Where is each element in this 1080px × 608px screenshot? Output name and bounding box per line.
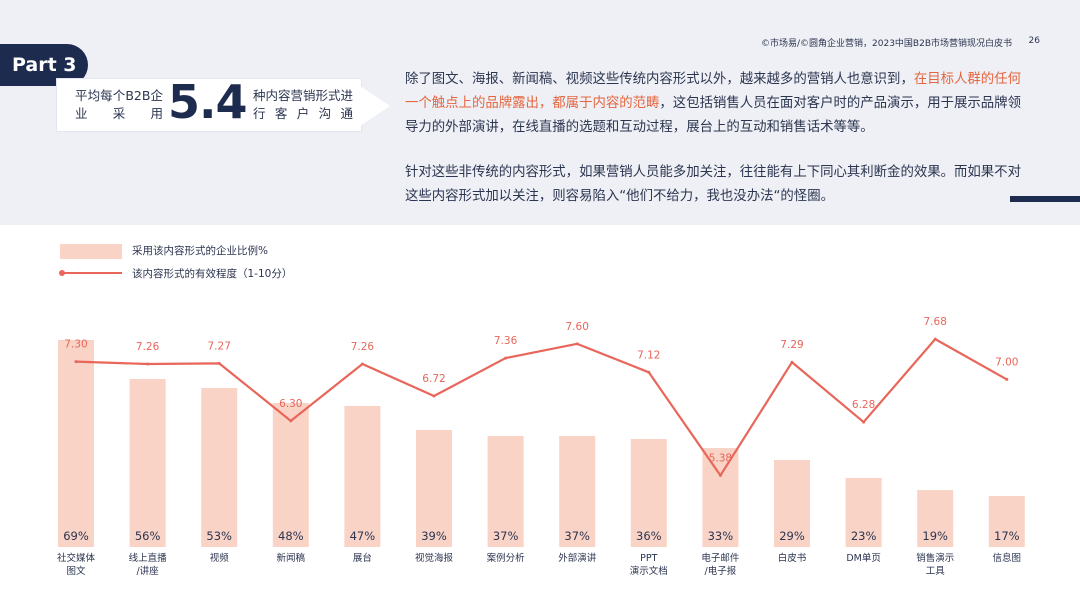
- line-value-label: 7.00: [995, 356, 1018, 368]
- bar-value-label: 37%: [564, 529, 590, 543]
- bar: [272, 403, 309, 547]
- bar-value-label: 36%: [636, 529, 662, 543]
- category-label: 电子邮件: [701, 552, 740, 564]
- bar: [559, 436, 596, 547]
- category-label: 演示文档: [630, 565, 668, 577]
- line-value-label: 5.38: [709, 452, 732, 464]
- category-label: 视觉海报: [415, 552, 454, 564]
- bar: [201, 388, 238, 547]
- bar: [774, 460, 810, 547]
- page-number: 26: [1028, 36, 1040, 46]
- bar-value-label: 19%: [922, 529, 948, 543]
- line-value-label: 6.72: [422, 373, 445, 385]
- line-point: [1005, 377, 1009, 381]
- bar-value-label: 56%: [135, 529, 161, 543]
- line-point: [432, 394, 436, 398]
- legend-line-swatch: [60, 272, 122, 274]
- line-point: [74, 360, 78, 364]
- category-label: 展台: [353, 552, 372, 564]
- category-label: 社交媒体: [57, 552, 96, 564]
- line-point: [647, 370, 651, 374]
- line-value-label: 7.26: [136, 341, 160, 353]
- stat-callout-pointer: [360, 86, 390, 126]
- bar-value-label: 37%: [493, 529, 519, 543]
- bar-value-label: 23%: [851, 529, 877, 543]
- bar-value-label: 17%: [994, 529, 1020, 543]
- category-label: 图文: [66, 565, 86, 577]
- legend-bar-swatch: [60, 244, 122, 259]
- bar: [129, 379, 166, 547]
- intro-highlight: 在目标人群的任何一个触点上的品牌露出，都属于内容的范畴: [405, 72, 1021, 111]
- bar: [988, 496, 1025, 547]
- intro-line: 除了图文、海报、新闻稿、视频这些传统内容形式以外，越来越多的营销人也意识到，: [405, 72, 914, 87]
- category-label: 工具: [926, 566, 946, 577]
- bar: [702, 448, 739, 547]
- part-label: Part 3: [12, 54, 77, 76]
- bar: [416, 430, 452, 547]
- line-point: [360, 362, 364, 366]
- line-point: [862, 420, 866, 424]
- line-value-label: 7.68: [924, 316, 947, 328]
- line-point: [718, 473, 722, 477]
- category-label: /讲座: [136, 565, 159, 577]
- line-value-label: 6.28: [852, 399, 875, 411]
- stat-number: 5.4: [168, 75, 247, 129]
- category-label: 新闻稿: [277, 552, 306, 564]
- bar-value-label: 47%: [350, 529, 376, 543]
- bar: [487, 436, 524, 547]
- bar-value-label: 48%: [278, 529, 304, 543]
- line-point: [933, 337, 937, 341]
- bar: [630, 439, 667, 547]
- bar-value-label: 53%: [206, 529, 232, 543]
- bar: [845, 478, 882, 547]
- legend-line-label: 该内容形式的有效程度（1-10分）: [132, 268, 293, 280]
- second-paragraph: 针对这些非传统的内容形式，如果营销人员能多加关注，往往能有上下同心其利断金的效果…: [405, 165, 1021, 204]
- line-value-label: 7.26: [351, 341, 375, 353]
- line-value-label: 7.12: [637, 349, 660, 361]
- line-point: [504, 356, 508, 360]
- intro-paragraph: 除了图文、海报、新闻稿、视频这些传统内容形式以外，越来越多的营销人也意识到，在目…: [405, 68, 1030, 140]
- category-label: 线上直播: [129, 552, 168, 564]
- line-value-label: 6.30: [279, 398, 302, 410]
- category-label: DM单页: [846, 552, 881, 564]
- category-label: /电子报: [705, 565, 737, 577]
- line-point: [289, 419, 293, 423]
- accent-rule: [1010, 196, 1080, 202]
- bar: [58, 340, 94, 547]
- category-label: 销售演示: [916, 552, 954, 564]
- bar-value-label: 33%: [708, 529, 734, 543]
- category-label: 外部演讲: [558, 552, 597, 564]
- bar-value-label: 39%: [421, 529, 447, 543]
- bar-value-label: 69%: [63, 529, 89, 543]
- bar-value-label: 29%: [779, 529, 805, 543]
- category-label: 白皮书: [778, 552, 807, 564]
- line-value-label: 7.29: [780, 339, 803, 351]
- line-value-label: 7.27: [208, 340, 231, 352]
- line-point: [217, 361, 221, 365]
- category-label: 信息图: [993, 552, 1022, 564]
- effectiveness-line: [75, 338, 1008, 477]
- stat-right-text: 种内容营销形式进行客户沟通: [253, 88, 354, 121]
- line-point: [790, 360, 794, 364]
- category-label: 案例分析: [487, 552, 526, 564]
- legend-line-dot: [59, 270, 65, 276]
- stat-left-text: 平均每个B2B企业采用: [75, 88, 163, 121]
- source-credit: ©市场易/©圆角企业营销，2023中国B2B市场营销现况白皮书: [760, 39, 1012, 49]
- bar: [344, 406, 381, 547]
- line-value-label: 7.60: [566, 321, 589, 333]
- legend-bar-label: 采用该内容形式的企业比例%: [132, 245, 268, 257]
- line-point: [575, 342, 579, 346]
- line-point: [146, 362, 150, 366]
- category-label: PPT: [640, 553, 657, 564]
- bar: [917, 490, 954, 547]
- intro-rest: ，这包括销售人员在面对客户时的产品演示，用于展示品牌领导力的外部演讲，在线直播的…: [405, 96, 1021, 135]
- line-value-label: 7.30: [64, 339, 87, 351]
- category-label: 视频: [210, 552, 230, 564]
- line-value-label: 7.36: [494, 335, 518, 347]
